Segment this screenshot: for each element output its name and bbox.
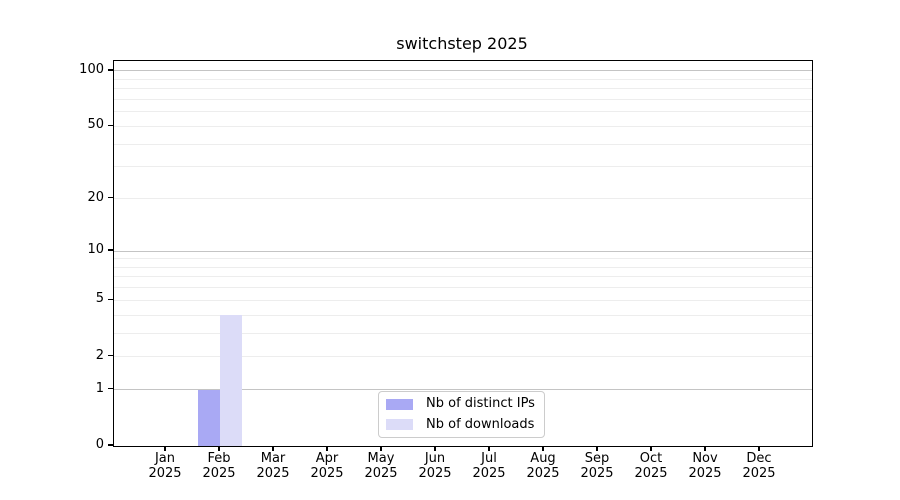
x-tick-label: Jul 2025: [472, 451, 506, 481]
gridline-minor: [114, 332, 812, 334]
y-tick-mark: [108, 124, 113, 127]
x-tick-mark: [218, 446, 220, 451]
x-tick-mark: [488, 446, 490, 451]
x-tick-label: Sep 2025: [580, 451, 614, 481]
bar-distinct-ips: [198, 389, 220, 446]
y-tick-label: 50: [87, 117, 104, 133]
x-tick-mark: [272, 446, 274, 451]
gridline-minor: [114, 276, 812, 278]
x-tick-mark: [758, 446, 760, 451]
gridline-strong: [114, 389, 812, 391]
x-tick-label: Nov 2025: [688, 451, 722, 481]
x-tick-label: Feb 2025: [202, 451, 236, 481]
x-tick-label: May 2025: [364, 451, 398, 481]
y-tick-mark: [108, 69, 113, 71]
gridline-minor: [114, 78, 812, 80]
legend: Nb of distinct IPs Nb of downloads: [378, 391, 545, 438]
y-tick-mark: [108, 387, 113, 390]
plot-area: [113, 60, 813, 447]
x-tick-label: Dec 2025: [742, 451, 776, 481]
y-tick-label: 100: [79, 61, 104, 77]
gridline-minor: [114, 98, 812, 100]
x-tick-mark: [326, 446, 328, 451]
gridline-strong: [114, 250, 812, 252]
x-tick-label: Jan 2025: [148, 451, 182, 481]
y-tick-label: 1: [95, 380, 104, 396]
legend-item-downloads: Nb of downloads: [386, 417, 537, 434]
gridline-minor: [114, 88, 812, 90]
x-tick-mark: [596, 446, 598, 451]
x-tick-mark: [704, 446, 706, 451]
gridline-minor: [114, 125, 812, 127]
gridline-minor: [114, 287, 812, 289]
y-tick-label: 5: [95, 291, 104, 307]
x-tick-label: Mar 2025: [256, 451, 290, 481]
x-tick-mark: [164, 446, 166, 451]
y-tick-mark: [108, 249, 113, 251]
y-tick-mark: [108, 354, 113, 357]
x-tick-label: Aug 2025: [526, 451, 560, 481]
gridline-minor: [114, 356, 812, 358]
x-tick-mark: [650, 446, 652, 451]
gridline-minor: [114, 299, 812, 301]
gridline-minor: [114, 143, 812, 145]
gridline-minor: [114, 314, 812, 316]
chart-title: switchstep 2025: [396, 34, 528, 53]
x-tick-label: Jun 2025: [418, 451, 452, 481]
gridline-minor: [114, 111, 812, 113]
x-tick-mark: [542, 446, 544, 451]
legend-swatch-downloads: [386, 419, 413, 431]
bar-downloads: [220, 315, 242, 446]
legend-label-distinct-ips: Nb of distinct IPs: [426, 396, 535, 412]
gridline-minor: [114, 266, 812, 268]
x-tick-mark: [434, 446, 436, 451]
y-tick-mark: [108, 298, 113, 301]
gridline-minor: [114, 198, 812, 199]
gridline-minor: [114, 166, 812, 168]
gridline-strong: [114, 70, 812, 72]
y-tick-label: 0: [95, 437, 104, 452]
x-tick-label: Apr 2025: [310, 451, 344, 481]
y-tick-mark: [108, 196, 113, 199]
legend-swatch-distinct-ips: [386, 398, 413, 410]
x-tick-mark: [380, 446, 382, 451]
y-tick-mark: [108, 444, 113, 446]
legend-label-downloads: Nb of downloads: [426, 416, 535, 432]
x-tick-label: Oct 2025: [634, 451, 668, 481]
gridline-minor: [114, 258, 812, 260]
y-tick-label: 2: [95, 347, 104, 363]
y-tick-label: 10: [87, 242, 104, 258]
legend-item-distinct-ips: Nb of distinct IPs: [386, 396, 537, 413]
y-tick-label: 20: [87, 189, 104, 205]
